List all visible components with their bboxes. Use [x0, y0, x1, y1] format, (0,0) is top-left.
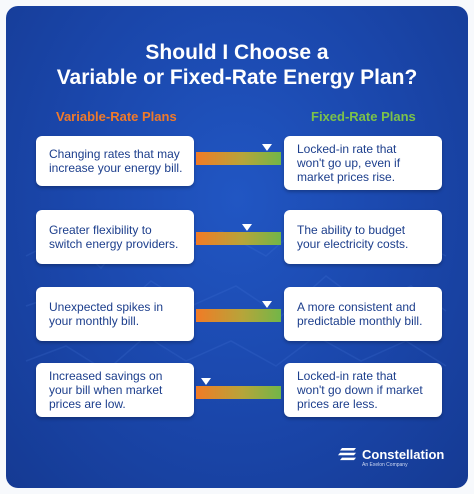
variable-point-3: Unexpected spikes in your monthly bill.: [36, 287, 194, 341]
variable-point-1-text: Changing rates that may increase your en…: [49, 147, 183, 175]
comparison-bar-3: [196, 301, 281, 322]
variable-point-1: Changing rates that may increase your en…: [36, 136, 194, 186]
preference-marker-3: [261, 301, 272, 308]
variable-point-4-text: Increased savings on your bill when mark…: [49, 369, 163, 411]
logo-name: Constellation: [362, 447, 445, 462]
fixed-plans-heading: Fixed-Rate Plans: [311, 109, 416, 124]
comparison-bar-1: [196, 144, 281, 165]
fixed-point-4-text: Locked-in rate that won't go down if mar…: [297, 369, 423, 411]
preference-marker-2: [242, 224, 252, 231]
constellation-logo: Constellation An Exelon Company: [338, 446, 444, 468]
infographic-card: Should I Choose a Variable or Fixed-Rate…: [6, 6, 468, 488]
fixed-point-2-text: The ability to budget your electricity c…: [297, 223, 409, 251]
variable-point-2-text: Greater flexibility to switch energy pro…: [49, 223, 179, 251]
preference-marker-4: [201, 378, 212, 385]
variable-point-2: Greater flexibility to switch energy pro…: [36, 210, 194, 264]
fixed-point-1-text: Locked-in rate that won't go up, even if…: [297, 142, 401, 184]
variable-plans-heading: Variable-Rate Plans: [56, 109, 177, 124]
fixed-point-1: Locked-in rate that won't go up, even if…: [284, 136, 442, 190]
constellation-stripes-icon: [338, 448, 356, 461]
title-line-2: Variable or Fixed-Rate Energy Plan?: [56, 66, 418, 89]
title-line-1: Should I Choose a: [145, 41, 329, 64]
comparison-bar-4: [196, 378, 281, 399]
comparison-bar-2: [196, 224, 281, 245]
fixed-point-2: The ability to budget your electricity c…: [284, 210, 442, 264]
logo-tagline: An Exelon Company: [362, 462, 408, 468]
variable-point-4: Increased savings on your bill when mark…: [36, 363, 194, 417]
preference-marker-1: [261, 144, 272, 151]
fixed-point-3: A more consistent and predictable monthl…: [284, 287, 442, 341]
fixed-point-4: Locked-in rate that won't go down if mar…: [284, 363, 442, 417]
fixed-point-3-text: A more consistent and predictable monthl…: [297, 300, 423, 328]
variable-point-3-text: Unexpected spikes in your monthly bill.: [49, 300, 164, 328]
